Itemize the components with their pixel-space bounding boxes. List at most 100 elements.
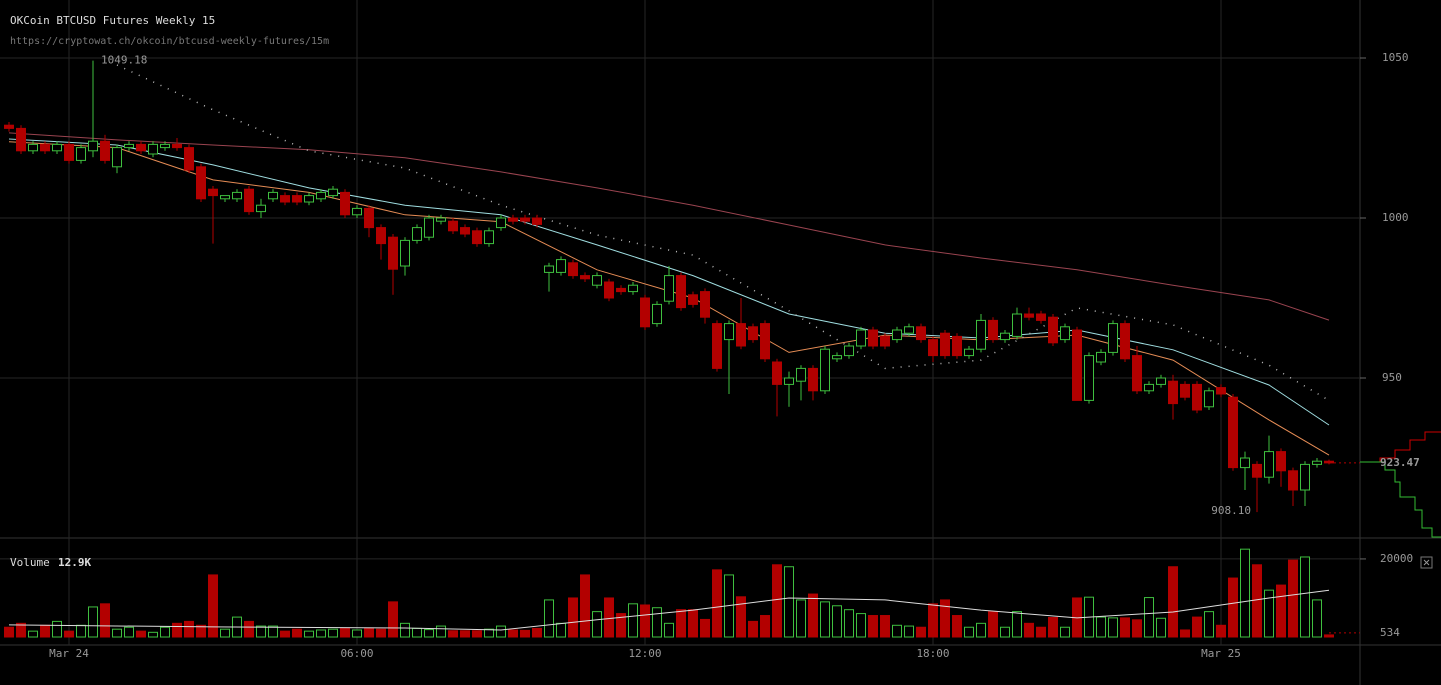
volume-bar xyxy=(748,620,759,638)
candle-body xyxy=(748,326,759,341)
volume-bar xyxy=(1024,622,1035,638)
candle-body xyxy=(844,345,855,357)
volume-bar xyxy=(1240,548,1251,638)
close-box[interactable] xyxy=(1420,556,1433,569)
volume-bar xyxy=(412,627,423,638)
volume-bar xyxy=(1204,611,1215,638)
volume-bar xyxy=(124,626,135,638)
candle-body xyxy=(436,217,447,222)
volume-bar xyxy=(1276,584,1287,638)
x-tick-label: 12:00 xyxy=(628,647,661,660)
volume-bar xyxy=(28,630,39,638)
volume-bar xyxy=(340,627,351,638)
volume-bar xyxy=(832,605,843,638)
candle-body xyxy=(4,124,15,129)
y-tick-label: 950 xyxy=(1382,371,1402,384)
volume-bar xyxy=(1012,611,1023,638)
candle-body xyxy=(400,239,411,267)
candle-body xyxy=(172,143,183,149)
volume-bar xyxy=(760,615,771,638)
candle-body xyxy=(160,143,171,149)
close-icon[interactable] xyxy=(1423,559,1430,566)
candle-body xyxy=(412,227,423,241)
volume-bar xyxy=(496,625,507,638)
candle-body xyxy=(52,143,63,152)
chart-url[interactable]: https://cryptowat.ch/okcoin/btcusd-weekl… xyxy=(10,36,329,47)
candle-body xyxy=(376,227,387,245)
candle-body xyxy=(316,191,327,200)
candle-body xyxy=(1264,451,1275,478)
candle-body xyxy=(760,323,771,360)
volume-bar xyxy=(304,630,315,638)
volume-bar xyxy=(1120,617,1131,638)
last-price-label: 923.47 xyxy=(1380,456,1420,469)
volume-bar xyxy=(436,625,447,638)
volume-bar xyxy=(364,627,375,638)
volume-bar xyxy=(352,629,363,638)
candle-body xyxy=(88,140,99,152)
volume-bar xyxy=(88,606,99,638)
candle-body xyxy=(1180,383,1191,398)
candle-body xyxy=(496,217,507,229)
volume-bar xyxy=(736,596,747,638)
candle-body xyxy=(544,265,555,273)
candle-body xyxy=(904,326,915,334)
candle-body xyxy=(1048,316,1059,344)
volume-bar xyxy=(136,630,147,638)
candle-body xyxy=(1156,377,1167,385)
candle-body xyxy=(1276,451,1287,472)
candle-body xyxy=(100,140,111,161)
volume-name: Volume xyxy=(10,556,50,569)
candle-body xyxy=(460,227,471,235)
volume-bar xyxy=(1000,626,1011,638)
volume-bar xyxy=(1156,617,1167,638)
volume-bar xyxy=(4,626,15,638)
volume-bar xyxy=(616,613,627,638)
volume-bar xyxy=(988,611,999,638)
volume-bar xyxy=(1228,577,1239,638)
candle-body xyxy=(688,294,699,305)
candle-body xyxy=(796,367,807,382)
candle-body xyxy=(328,188,339,197)
volume-bar xyxy=(148,631,159,638)
volume-bar xyxy=(1252,564,1263,638)
candle-body xyxy=(292,195,303,203)
candle-body xyxy=(148,143,159,155)
volume-bar xyxy=(400,622,411,638)
candle-body xyxy=(1252,463,1263,478)
volume-bar xyxy=(940,599,951,638)
indicator-line xyxy=(8,589,1330,631)
volume-bar xyxy=(1324,634,1335,638)
volume-bar xyxy=(604,597,615,638)
candle-body xyxy=(304,195,315,203)
candle-body xyxy=(532,217,543,225)
volume-bar xyxy=(256,625,267,638)
volume-bar xyxy=(508,629,519,638)
candle-body xyxy=(1072,329,1083,401)
volume-bar xyxy=(16,622,27,638)
candle-body xyxy=(640,297,651,328)
candle-body xyxy=(676,275,687,309)
volume-bar xyxy=(1168,566,1179,638)
candle-body xyxy=(1168,380,1179,405)
volume-bar xyxy=(664,622,675,638)
volume-bar xyxy=(196,624,207,638)
volume-bar xyxy=(1048,616,1059,638)
volume-bar xyxy=(856,613,867,638)
volume-bar xyxy=(40,624,51,638)
volume-bar xyxy=(292,628,303,638)
candle-body xyxy=(772,361,783,385)
volume-bar xyxy=(1312,599,1323,638)
y-tick-label: 20000 xyxy=(1380,552,1413,565)
volume-bar xyxy=(1216,624,1227,638)
volume-bar xyxy=(220,628,231,638)
volume-bar xyxy=(568,597,579,638)
candle-body xyxy=(664,275,675,302)
candle-body xyxy=(40,143,51,152)
volume-bar xyxy=(1288,559,1299,638)
volume-bar xyxy=(208,574,219,638)
close-button[interactable] xyxy=(1420,556,1433,569)
volume-bar xyxy=(772,564,783,638)
candle-body xyxy=(508,217,519,222)
